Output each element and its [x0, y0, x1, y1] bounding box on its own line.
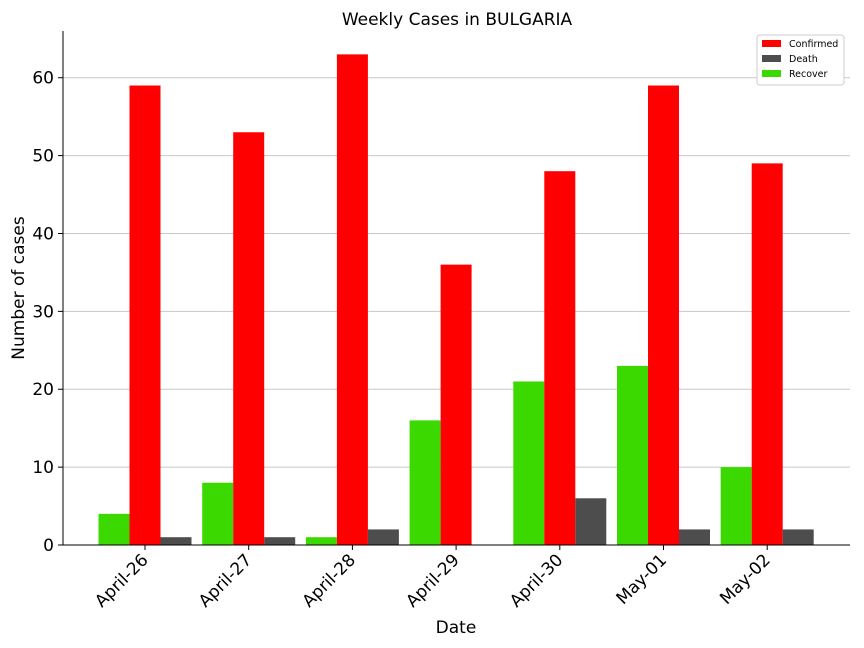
bar-death-may-01: [679, 529, 710, 545]
bar-death-april-26: [160, 537, 192, 545]
bar-confirmed-april-28: [336, 54, 368, 545]
bar-confirmed-april-29: [440, 264, 472, 545]
chart-title: Weekly Cases in BULGARIA: [342, 10, 573, 30]
legend-label-confirmed: Confirmed: [789, 39, 838, 50]
y-tick-label: 30: [32, 302, 54, 322]
y-ticks: 0 10 20 30 40 50 60: [32, 69, 63, 556]
bar-death-april-27: [264, 537, 296, 545]
x-tick-label: April-28: [299, 550, 360, 611]
y-axis-label: Number of cases: [9, 216, 29, 360]
bar-recover-april-29: [409, 420, 441, 545]
bar-recover-april-26: [98, 513, 130, 545]
legend: Confirmed Death Recover: [756, 34, 845, 86]
y-tick-label: 60: [32, 69, 54, 89]
bar-confirmed-april-27: [233, 132, 265, 545]
bar-death-april-30: [575, 498, 607, 545]
y-tick-label: 0: [43, 536, 54, 556]
bar-confirmed-may-02: [751, 163, 783, 546]
x-tick-label: May-02: [716, 550, 774, 608]
bar-confirmed-may-01: [648, 85, 679, 546]
bar-confirmed-april-26: [129, 85, 161, 546]
legend-label-recover: Recover: [789, 69, 828, 80]
x-tick-label: April-30: [506, 550, 567, 611]
y-tick-label: 10: [32, 458, 54, 478]
y-tick-label: 50: [32, 147, 54, 167]
y-tick-label: 40: [32, 224, 54, 244]
bar-confirmed-april-30: [544, 171, 576, 545]
legend-swatch-death: [762, 55, 781, 62]
y-tick-label: 20: [32, 380, 54, 400]
bar-recover-april-28: [305, 537, 337, 545]
bar-recover-april-30: [513, 381, 545, 545]
x-tick-label: April-26: [91, 550, 152, 611]
bar-recover-april-27: [202, 482, 234, 545]
x-ticks: April-26 April-27 April-28 April-29 April-30…: [91, 545, 775, 612]
x-tick-label: April-27: [195, 550, 256, 611]
bar-recover-may-01: [617, 365, 648, 545]
bar-recover-may-02: [720, 467, 752, 545]
legend-label-death: Death: [789, 54, 818, 65]
x-tick-label: May-01: [613, 550, 671, 608]
legend-swatch-recover: [762, 70, 781, 77]
bar-death-may-02: [782, 529, 814, 545]
bars: [98, 54, 814, 546]
x-tick-label: April-29: [402, 550, 463, 611]
bar-death-april-28: [367, 529, 399, 545]
x-axis-label: Date: [436, 618, 477, 638]
legend-swatch-confirmed: [762, 40, 781, 47]
